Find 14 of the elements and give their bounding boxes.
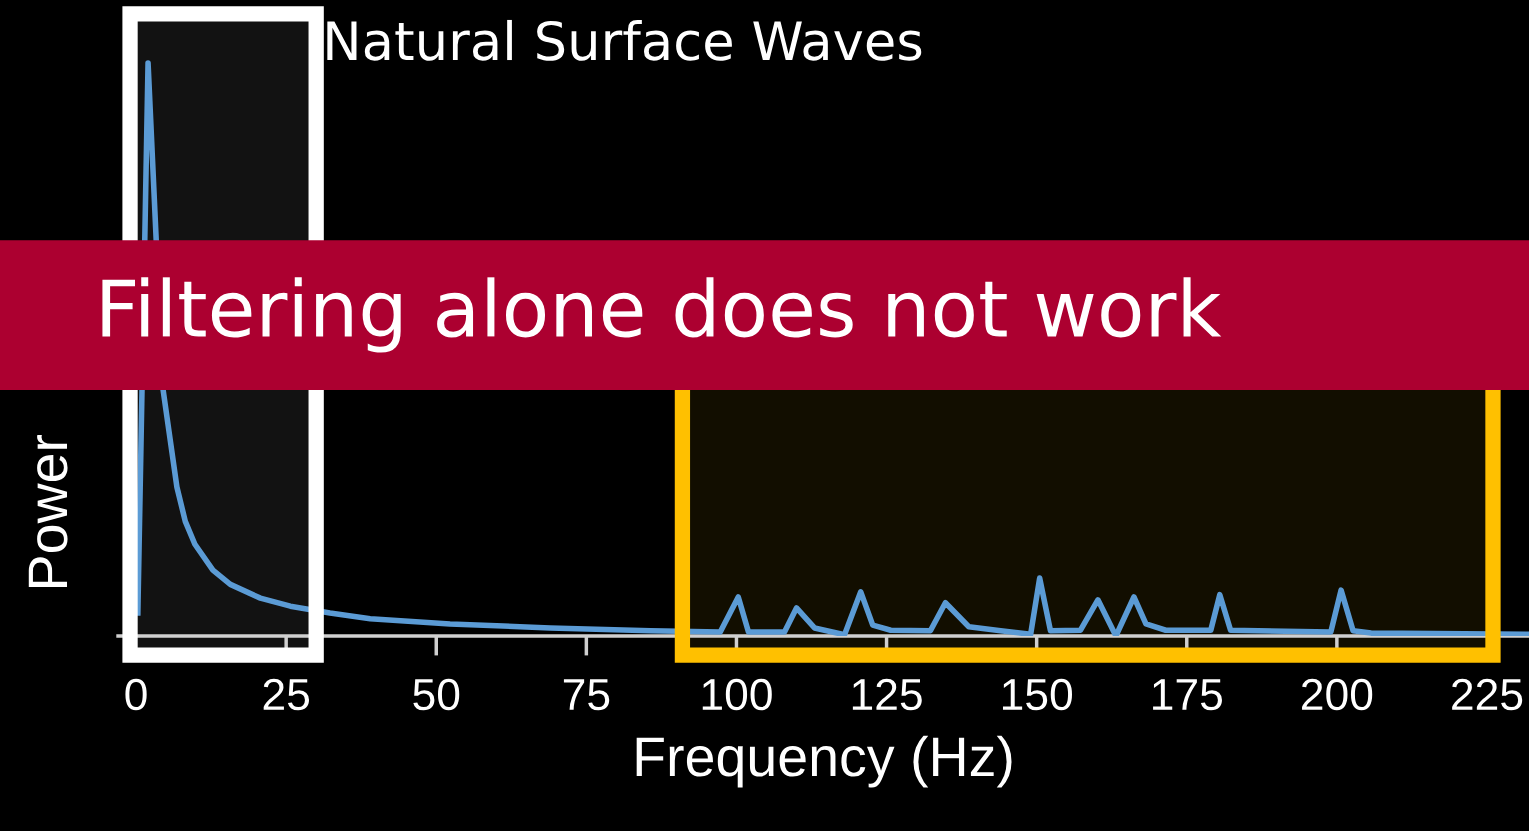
band-label: Natural Surface Waves <box>327 19 922 61</box>
x-tick-label: 25 <box>263 678 310 711</box>
x-tick-label: 50 <box>413 678 460 711</box>
x-tick-label: 150 <box>1002 678 1073 711</box>
x-tick-label: 200 <box>1302 678 1373 711</box>
x-tick-label: 100 <box>702 678 772 711</box>
x-tick-label: 125 <box>852 678 922 711</box>
x-tick-label: 75 <box>563 679 610 711</box>
y-axis-title: Power <box>28 434 68 587</box>
x-tick-label: 0 <box>125 678 147 711</box>
annotation: Filtering alone does not work <box>102 277 1222 353</box>
x-tick-label: 225 <box>1452 678 1523 711</box>
x-axis-title: Frequency (Hz) <box>636 735 1012 788</box>
x-tick-label: 175 <box>1153 679 1222 711</box>
